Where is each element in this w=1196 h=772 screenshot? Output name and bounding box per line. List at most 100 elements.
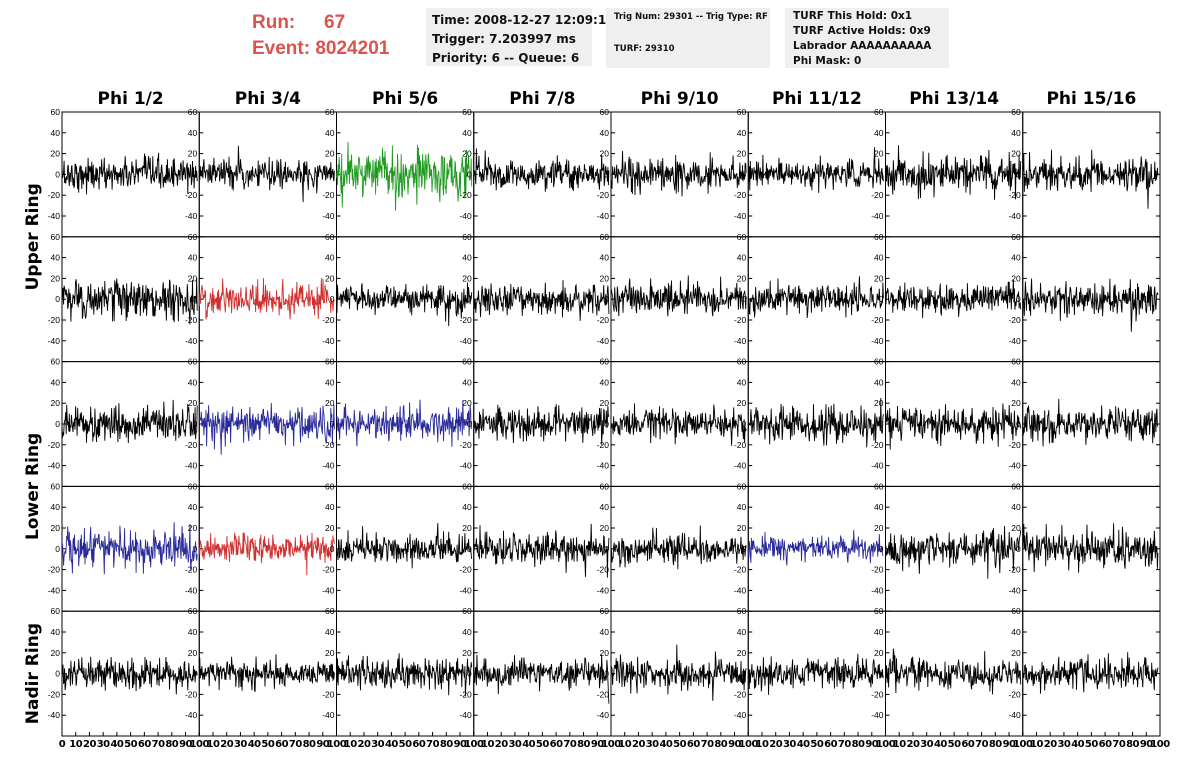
y-tick-label: 0	[55, 419, 60, 429]
y-tick-label: 40	[737, 253, 747, 263]
x-tick-label: 20	[83, 739, 96, 750]
y-tick-label: -20	[734, 565, 747, 575]
y-tick-label: -40	[734, 710, 747, 720]
x-tick-label: 80	[165, 739, 178, 750]
y-tick-label: 20	[325, 648, 335, 658]
x-tick-label: 70	[152, 739, 165, 750]
y-tick-label: 60	[874, 481, 884, 491]
y-tick-label: 0	[604, 669, 609, 679]
x-tick-label: 20	[906, 739, 919, 750]
turf-hold-line: TURF This Hold: 0x1	[793, 10, 913, 22]
y-tick-label: 40	[1011, 377, 1021, 387]
y-tick-label: -40	[1008, 461, 1021, 471]
y-tick-label: -20	[48, 565, 61, 575]
y-tick-label: 0	[330, 544, 335, 554]
y-tick-label: -20	[597, 440, 610, 450]
y-tick-label: 40	[188, 128, 198, 138]
y-tick-label: -40	[185, 461, 198, 471]
waveform-trace	[610, 525, 747, 570]
y-tick-label: 40	[874, 377, 884, 387]
y-tick-label: 0	[879, 419, 884, 429]
y-tick-label: -20	[1008, 315, 1021, 325]
y-tick-label: 60	[188, 357, 198, 367]
x-tick-label: 10	[893, 739, 906, 750]
waveform-trace	[336, 523, 473, 569]
x-tick-label: 30	[1057, 739, 1070, 750]
turf-num-line: TURF: 29310	[614, 44, 675, 54]
y-tick-label: 0	[1016, 669, 1021, 679]
y-tick-label: 20	[462, 648, 472, 658]
y-tick-label: 0	[604, 294, 609, 304]
y-tick-label: -20	[459, 689, 472, 699]
y-tick-label: 60	[737, 481, 747, 491]
x-tick-label: 10	[618, 739, 631, 750]
waveform-trace	[336, 653, 473, 697]
x-tick-label: 30	[371, 739, 384, 750]
y-tick-label: 20	[188, 398, 198, 408]
waveform-trace	[473, 148, 610, 192]
x-tick-label: 40	[659, 739, 672, 750]
x-tick-label: 50	[673, 739, 686, 750]
y-tick-label: 20	[874, 523, 884, 533]
trig-info-box: Trig Num: 29301 -- Trig Type: RF TURF: 2…	[606, 8, 770, 68]
waveform-trace	[610, 403, 747, 446]
y-tick-label: -20	[597, 315, 610, 325]
y-tick-label: -40	[322, 336, 335, 346]
waveform-trace	[61, 399, 198, 444]
y-tick-label: 40	[462, 253, 472, 263]
y-tick-label: 0	[193, 669, 198, 679]
x-tick-label: 20	[357, 739, 370, 750]
y-tick-label: 60	[1011, 107, 1021, 117]
y-tick-label: 0	[55, 669, 60, 679]
y-tick-label: 40	[600, 627, 610, 637]
x-tick-label: 20	[495, 739, 508, 750]
x-tick-label: 70	[975, 739, 988, 750]
y-tick-label: 40	[737, 502, 747, 512]
y-tick-label: 60	[462, 606, 472, 616]
y-tick-label: -20	[871, 565, 884, 575]
y-tick-label: 40	[600, 128, 610, 138]
x-tick-label: 50	[1085, 739, 1098, 750]
y-tick-label: 60	[51, 481, 61, 491]
y-tick-label: 40	[600, 253, 610, 263]
x-tick-label: 70	[426, 739, 439, 750]
y-tick-label: -20	[597, 689, 610, 699]
waveform-trace	[61, 278, 198, 325]
y-tick-label: -20	[322, 190, 335, 200]
x-tick-label: 60	[824, 739, 837, 750]
x-tick-label: 40	[110, 739, 123, 750]
x-tick-label: 30	[783, 739, 796, 750]
x-tick-label: 80	[989, 739, 1002, 750]
y-tick-label: 20	[188, 648, 198, 658]
y-tick-label: 0	[193, 419, 198, 429]
y-tick-label: 0	[742, 169, 747, 179]
y-tick-label: -20	[459, 315, 472, 325]
x-tick-label: 70	[289, 739, 302, 750]
y-tick-label: 40	[462, 128, 472, 138]
y-tick-label: 0	[467, 419, 472, 429]
column-title: Phi 15/16	[1046, 89, 1136, 109]
y-tick-label: 60	[462, 481, 472, 491]
y-tick-label: 0	[742, 294, 747, 304]
x-tick-label: 50	[399, 739, 412, 750]
y-tick-label: 60	[600, 606, 610, 616]
y-tick-label: 40	[462, 377, 472, 387]
y-tick-label: 20	[600, 149, 610, 159]
waveform-trace	[610, 275, 747, 317]
y-tick-label: -40	[48, 336, 61, 346]
y-tick-label: 60	[737, 232, 747, 242]
x-tick-label: 20	[632, 739, 645, 750]
y-tick-label: 0	[742, 544, 747, 554]
y-tick-label: 0	[330, 169, 335, 179]
x-tick-label: 60	[138, 739, 151, 750]
x-tick-label: 40	[934, 739, 947, 750]
x-tick-label: 10	[344, 739, 357, 750]
x-tick-label: 100	[601, 739, 621, 750]
waveform-trace	[61, 656, 198, 695]
y-tick-label: -20	[48, 315, 61, 325]
waveform-trace	[198, 278, 335, 320]
y-tick-label: 60	[1011, 606, 1021, 616]
y-tick-label: 0	[193, 294, 198, 304]
y-tick-label: -40	[322, 211, 335, 221]
x-tick-label: 20	[220, 739, 233, 750]
